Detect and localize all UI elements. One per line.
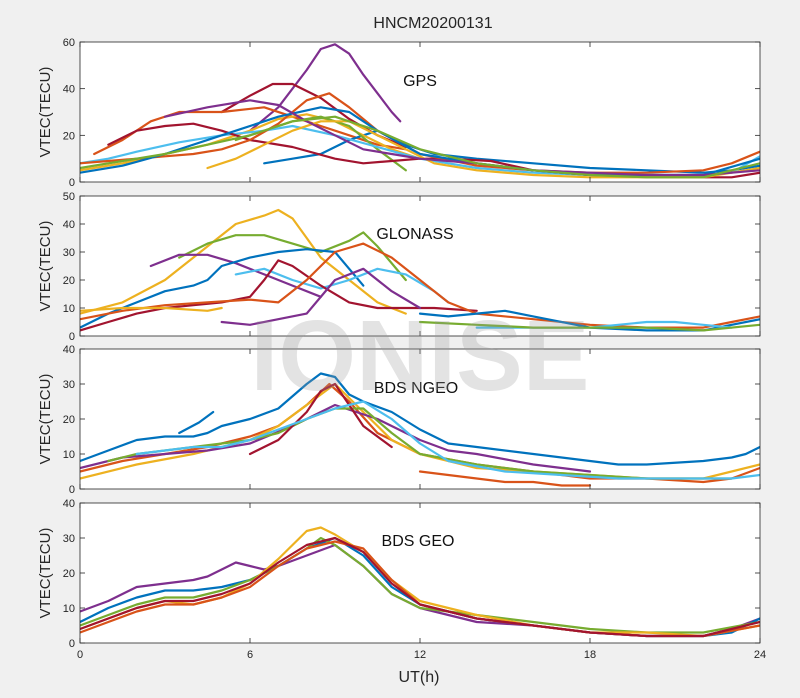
y-tick-label: 0 [69,331,75,343]
series-line-4 [263,129,760,174]
series-line-3 [80,536,760,634]
y-tick-label: 30 [63,379,75,391]
panel-label: GLONASS [376,226,453,243]
panel-1: 0 20 40 60 VTEC(TECU) GPS [37,37,761,189]
x-tick-label: 0 [77,649,83,661]
figure-title: HNCM20200131 [373,15,492,32]
series-line-8 [135,400,760,480]
series-line-12 [163,99,760,177]
x-axis-label: UT(h) [399,669,440,686]
y-tick-label: 40 [63,219,75,231]
series-line-9 [220,267,422,326]
y-tick-label: 50 [63,191,75,203]
series-group [80,526,760,638]
x-tick-label: 18 [584,649,596,661]
y-tick-label: 20 [63,130,75,142]
series-line-9 [80,92,760,174]
series-line-5 [80,403,592,473]
y-tick-label: 40 [63,498,75,510]
panel-2: 0 10 20 30 40 50 VTEC(TECU) GLONASS [37,191,761,343]
x-tick-label: 24 [754,649,766,661]
series-line-12 [418,320,760,332]
y-axis-label: VTEC(TECU) [37,221,54,312]
y-tick-label: 30 [63,247,75,259]
y-tick-label: 0 [69,638,75,650]
y-axis-label: VTEC(TECU) [37,374,54,465]
y-tick-label: 20 [63,414,75,426]
series-line-5 [234,267,450,304]
y-axis-label: VTEC(TECU) [37,528,54,619]
y-axis-label: VTEC(TECU) [37,67,54,158]
series-group [80,43,760,179]
series-line-2 [178,410,215,435]
panel-label: GPS [403,73,437,90]
series-line-1 [80,372,760,466]
series-group [80,208,760,332]
series-line-2 [178,231,407,282]
plot-area [80,503,760,643]
y-tick-label: 20 [63,275,75,287]
x-tick-label: 6 [247,649,253,661]
y-tick-label: 10 [63,603,75,615]
panel-label: BDS GEO [382,533,455,550]
y-tick-label: 30 [63,533,75,545]
y-tick-label: 40 [63,344,75,356]
panel-label: BDS NGEO [374,380,458,397]
series-line-4 [80,248,365,329]
series-line-7 [248,382,393,456]
series-line-6 [80,536,760,638]
x-tick-label: 12 [414,649,426,661]
panel-3: 0 10 20 30 40 VTEC(TECU) BDS NGEO [37,344,761,496]
plot-area [80,349,760,489]
series-line-8 [80,306,223,312]
series-group [80,372,760,487]
y-tick-label: 10 [63,449,75,461]
series-line-6 [80,259,478,332]
y-tick-label: 20 [63,568,75,580]
y-tick-label: 40 [63,84,75,96]
series-line-3 [93,106,407,156]
y-tick-label: 10 [63,303,75,315]
y-tick-label: 0 [69,177,75,189]
y-tick-label: 60 [63,37,75,49]
series-line-9 [418,470,592,487]
series-line-13 [80,115,760,179]
series-line-1 [248,43,402,132]
panel-4: 0 6 12 18 24 0 10 20 30 40 VTEC(TECU) BDS GEO [37,498,766,661]
watermark: IONISE [251,300,590,412]
y-tick-label: 0 [69,484,75,496]
series-line-3 [149,253,322,298]
